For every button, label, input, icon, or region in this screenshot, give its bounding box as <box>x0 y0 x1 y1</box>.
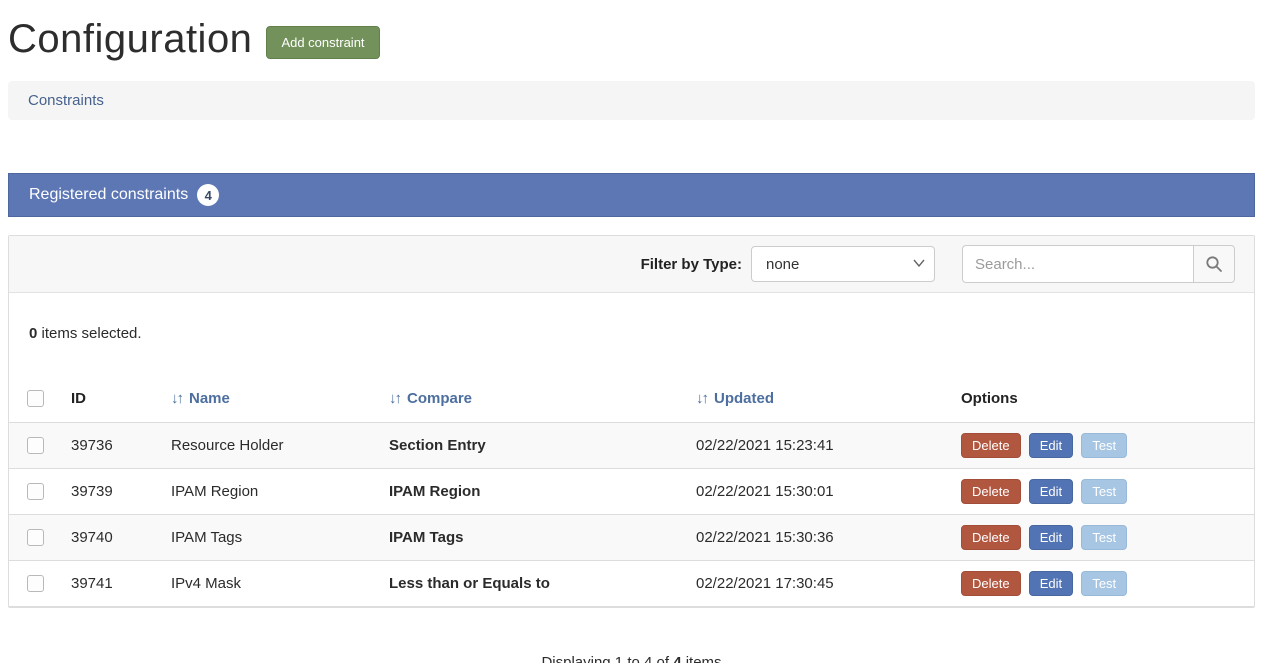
cell-name: IPv4 Mask <box>161 560 379 607</box>
paging-prefix: Displaying 1 to 4 of <box>541 654 674 663</box>
row-checkbox[interactable] <box>27 483 44 500</box>
selected-text: items selected. <box>37 325 142 342</box>
constraints-panel: Filter by Type: none 0 items s <box>8 235 1255 608</box>
cell-id: 39740 <box>61 514 161 561</box>
sort-icon: ↓↑ <box>696 390 709 407</box>
cell-compare: Section Entry <box>379 422 686 469</box>
table-row: 39739 IPAM Region IPAM Region 02/22/2021… <box>9 468 1254 515</box>
cell-name: IPAM Region <box>161 468 379 515</box>
panel-title: Registered constraints <box>29 186 189 203</box>
breadcrumb-constraints[interactable]: Constraints <box>28 92 104 109</box>
type-filter-select[interactable]: none <box>751 246 935 282</box>
cell-updated: 02/22/2021 15:23:41 <box>686 422 951 469</box>
cell-updated: 02/22/2021 17:30:45 <box>686 560 951 607</box>
test-button[interactable]: Test <box>1081 571 1128 596</box>
row-checkbox[interactable] <box>27 437 44 454</box>
table-row: 39740 IPAM Tags IPAM Tags 02/22/2021 15:… <box>9 514 1254 561</box>
search-input[interactable] <box>962 245 1193 283</box>
table-row: 39741 IPv4 Mask Less than or Equals to 0… <box>9 560 1254 607</box>
search-button[interactable] <box>1193 245 1235 283</box>
column-header-updated[interactable]: ↓↑ Updated <box>686 372 951 423</box>
cell-name: Resource Holder <box>161 422 379 469</box>
select-all-checkbox[interactable] <box>27 390 44 407</box>
edit-button[interactable]: Edit <box>1028 525 1074 550</box>
cell-options: Delete Edit Test <box>951 560 1254 607</box>
configuration-page: Configuration Add constraint Constraints… <box>0 14 1263 663</box>
table-header-row: ID ↓↑ Name ↓↑ Compare ↓↑ Updated Options <box>9 372 1254 423</box>
row-checkbox[interactable] <box>27 529 44 546</box>
page-title: Configuration <box>8 16 253 61</box>
column-header-id: ID <box>61 372 161 423</box>
cell-id: 39741 <box>61 560 161 607</box>
test-button[interactable]: Test <box>1081 479 1128 504</box>
breadcrumb-bar: Constraints <box>8 81 1255 120</box>
paging-suffix: items <box>681 654 722 663</box>
paging-count: 4 <box>673 654 682 663</box>
constraint-count-badge: 4 <box>197 184 220 206</box>
checkbox-cell <box>9 422 61 469</box>
cell-compare: Less than or Equals to <box>379 560 686 607</box>
test-button[interactable]: Test <box>1081 433 1128 458</box>
cell-name: IPAM Tags <box>161 514 379 561</box>
cell-options: Delete Edit Test <box>951 422 1254 469</box>
edit-button[interactable]: Edit <box>1028 479 1074 504</box>
constraints-table: ID ↓↑ Name ↓↑ Compare ↓↑ Updated Options 39… <box>9 372 1254 607</box>
cell-compare: IPAM Tags <box>379 514 686 561</box>
sort-icon: ↓↑ <box>389 390 402 407</box>
checkbox-cell <box>9 560 61 607</box>
column-header-options: Options <box>951 372 1254 423</box>
checkbox-cell <box>9 514 61 561</box>
selection-status: 0 items selected. <box>29 325 1234 342</box>
paging-status: Displaying 1 to 4 of 4 items <box>8 654 1255 663</box>
cell-updated: 02/22/2021 15:30:01 <box>686 468 951 515</box>
edit-button[interactable]: Edit <box>1028 571 1074 596</box>
type-filter-select-wrap: none <box>751 246 935 282</box>
cell-updated: 02/22/2021 15:30:36 <box>686 514 951 561</box>
column-header-updated-label: Updated <box>714 390 774 407</box>
search-icon <box>1206 256 1222 272</box>
cell-id: 39739 <box>61 468 161 515</box>
row-checkbox[interactable] <box>27 575 44 592</box>
add-constraint-button[interactable]: Add constraint <box>266 25 380 59</box>
delete-button[interactable]: Delete <box>961 433 1021 458</box>
cell-id: 39736 <box>61 422 161 469</box>
column-header-compare-label: Compare <box>407 390 473 407</box>
test-button[interactable]: Test <box>1081 525 1128 550</box>
title-row: Configuration Add constraint <box>8 14 1255 64</box>
checkbox-cell <box>9 468 61 515</box>
selected-count: 0 <box>29 325 38 342</box>
column-header-compare[interactable]: ↓↑ Compare <box>379 372 686 423</box>
filter-row: Filter by Type: none <box>9 236 1254 293</box>
edit-button[interactable]: Edit <box>1028 433 1074 458</box>
delete-button[interactable]: Delete <box>961 571 1021 596</box>
select-all-cell <box>9 372 61 423</box>
column-header-name[interactable]: ↓↑ Name <box>161 372 379 423</box>
table-row: 39736 Resource Holder Section Entry 02/2… <box>9 422 1254 469</box>
sort-icon: ↓↑ <box>171 390 184 407</box>
cell-options: Delete Edit Test <box>951 514 1254 561</box>
registered-constraints-header: Registered constraints 4 <box>8 173 1255 217</box>
filter-by-type-label: Filter by Type: <box>640 255 742 273</box>
delete-button[interactable]: Delete <box>961 525 1021 550</box>
column-header-name-label: Name <box>189 390 230 407</box>
delete-button[interactable]: Delete <box>961 479 1021 504</box>
cell-compare: IPAM Region <box>379 468 686 515</box>
cell-options: Delete Edit Test <box>951 468 1254 515</box>
search-group <box>962 245 1235 283</box>
